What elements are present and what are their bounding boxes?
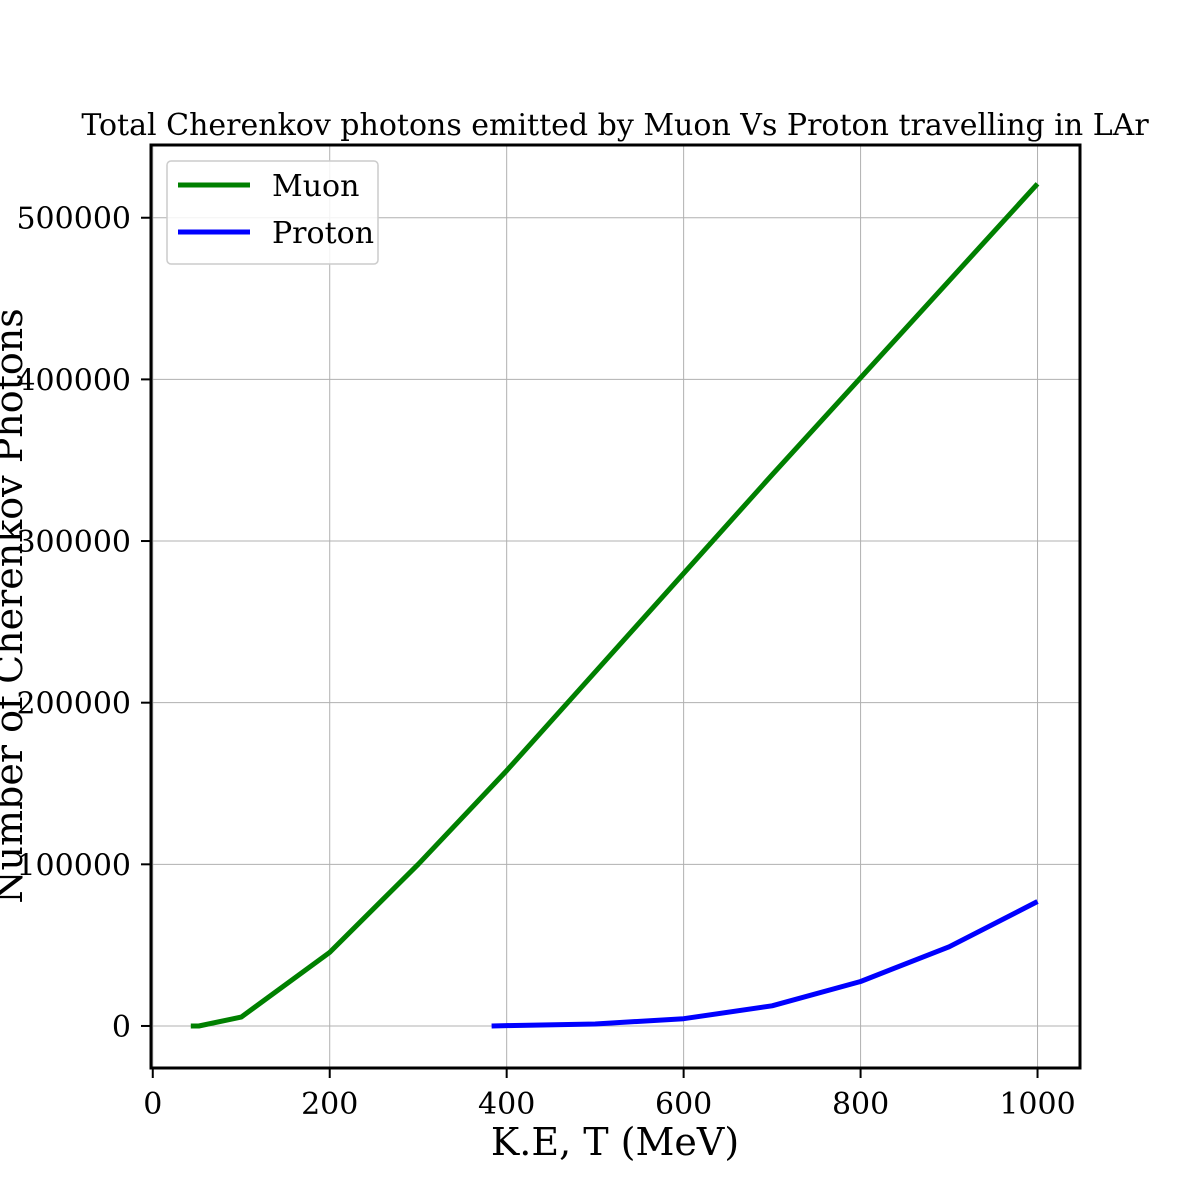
chart-title: Total Cherenkov photons emitted by Muon … xyxy=(81,108,1149,143)
plot-frame xyxy=(149,143,1082,1070)
x-tick-label: 600 xyxy=(655,1087,712,1122)
y-tick-label: 200000 xyxy=(16,687,131,722)
y-tick-label: 100000 xyxy=(16,848,131,883)
legend-label-proton: Proton xyxy=(272,216,374,251)
x-tick-label: 400 xyxy=(478,1087,535,1122)
y-tick-label: 300000 xyxy=(16,525,131,560)
legend-label-muon: Muon xyxy=(272,169,359,204)
series-line-muon xyxy=(190,182,1040,1029)
x-tick-label: 1000 xyxy=(999,1087,1075,1122)
y-axis-ticks: 0 100000 200000 300000 400000 500000 xyxy=(16,202,151,1045)
y-tick-label: 500000 xyxy=(16,202,131,237)
y-axis-label: Number of Cherenkov Photons xyxy=(0,308,31,904)
x-tick-label: 0 xyxy=(143,1087,162,1122)
x-axis-label: K.E, T (MeV) xyxy=(491,1120,739,1164)
series-layer xyxy=(190,182,1040,1029)
x-axis-ticks: 0 200 400 600 800 1000 xyxy=(143,1068,1076,1122)
x-tick-label: 800 xyxy=(832,1087,889,1122)
y-tick-label: 400000 xyxy=(16,363,131,398)
x-tick-label: 200 xyxy=(301,1087,358,1122)
y-tick-label: 0 xyxy=(112,1010,131,1045)
series-line-proton xyxy=(491,899,1039,1029)
legend: Muon Proton xyxy=(166,160,379,265)
grid xyxy=(151,145,1080,1068)
